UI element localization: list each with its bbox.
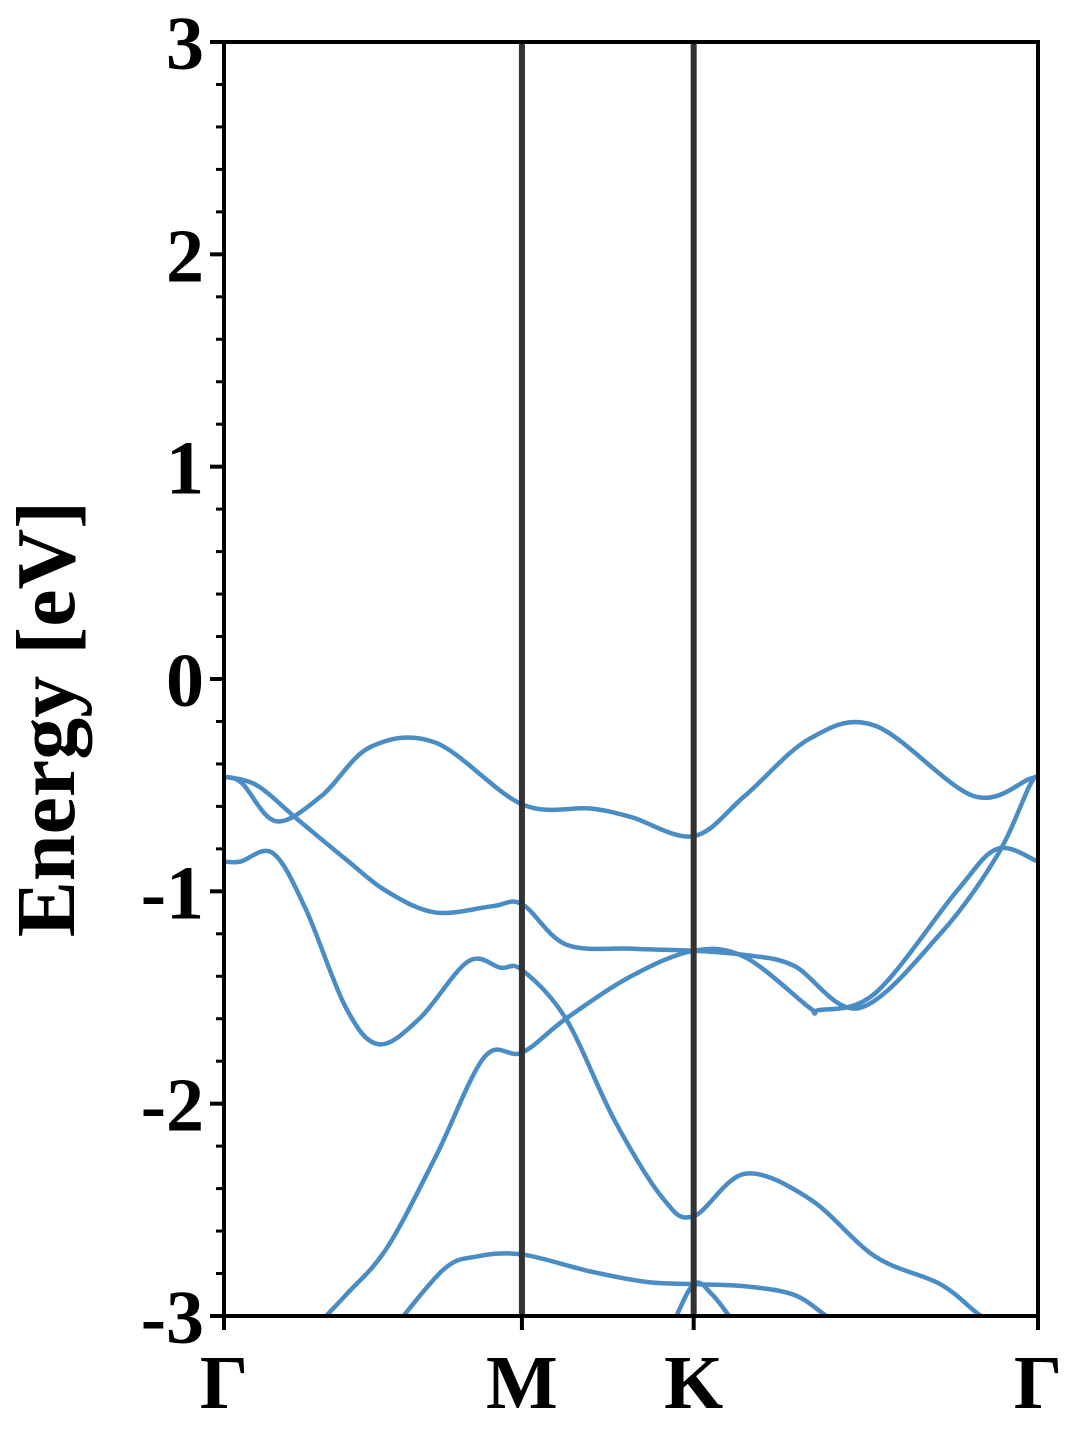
band-line-2 — [224, 774, 1038, 1011]
band-line-6 — [674, 1280, 732, 1316]
x-tick-label: M — [486, 1341, 558, 1425]
y-tick-label: 1 — [166, 427, 204, 511]
y-tick-label: -2 — [141, 1064, 204, 1148]
y-tick-label: 3 — [166, 2, 204, 86]
band-line-1 — [224, 719, 1038, 839]
band-line-4 — [322, 845, 1038, 1316]
band-lines — [224, 719, 1038, 1316]
y-axis-label: Energy [eV] — [0, 501, 93, 937]
band-line-3 — [224, 848, 986, 1316]
y-tick-label: -1 — [141, 851, 204, 935]
band-line-5 — [400, 1251, 831, 1316]
y-axis-ticks: 3 2 1 0 -1 -2 -3 — [141, 2, 224, 1360]
x-tick-label: K — [664, 1341, 723, 1425]
x-tick-label: Γ — [1014, 1341, 1062, 1425]
x-tick-label: Γ — [200, 1341, 248, 1425]
high-symmetry-lines — [518, 42, 697, 1316]
plot-frame — [222, 40, 1040, 1318]
y-tick-label: 0 — [166, 639, 204, 723]
y-tick-label: 2 — [166, 214, 204, 298]
y-tick-label: -3 — [141, 1276, 204, 1360]
